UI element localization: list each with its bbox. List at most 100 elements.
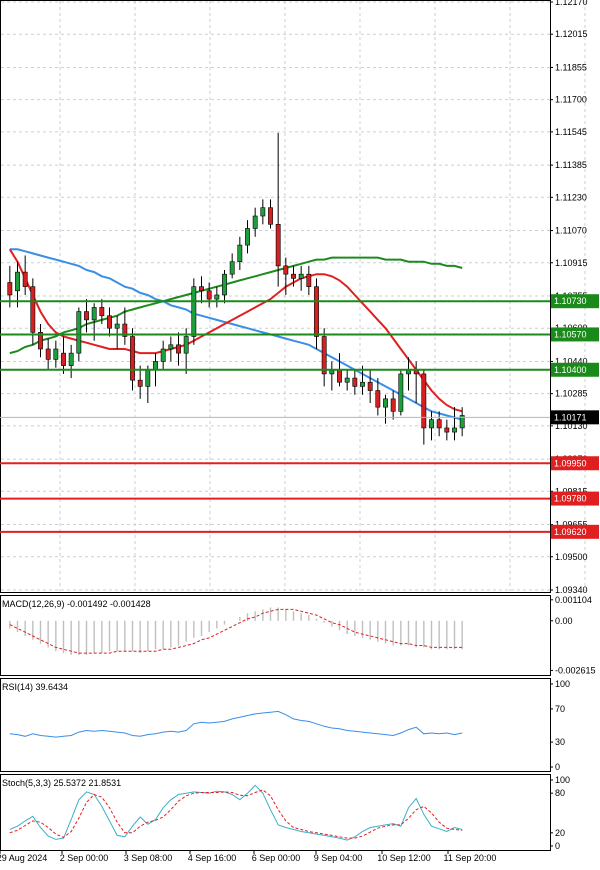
candle-body: [344, 377, 350, 383]
candle-body: [314, 286, 319, 337]
y-tick-label: 1.12015: [555, 29, 588, 39]
stoch-k-line: [9, 784, 463, 841]
candle-body: [268, 207, 273, 225]
x-tick-label: 6 Sep 00:00: [252, 853, 301, 863]
rsi-pane[interactable]: RSI(14) 39.6434 100 70 30 0: [0, 678, 571, 773]
price-pane[interactable]: 1.12170 1.12015 1.11855 1.11700 1.11545 1.113…: [0, 0, 599, 595]
candle-body: [352, 377, 358, 387]
candle-body: [367, 381, 373, 391]
level-tag-label: 1.10400: [554, 365, 587, 375]
stoch-pane-frame: [0, 774, 551, 851]
y-tick-label: 1.09815: [555, 486, 588, 496]
x-tick-label: 11 Sep 20:00: [444, 853, 497, 863]
candle-body: [321, 336, 327, 375]
candle-body: [229, 261, 235, 275]
y-tick-label: 1.10130: [555, 421, 588, 431]
candle-body: [214, 294, 220, 300]
current-price-tag-bg: [551, 410, 599, 425]
level-tag-label: 1.10730: [554, 296, 587, 306]
y-tick-label: 1.09655: [555, 520, 588, 530]
candle-body: [61, 352, 66, 366]
candle-body: [107, 315, 112, 329]
y-tick-label: 1.10440: [555, 356, 588, 366]
candle-body: [375, 390, 381, 408]
y-tick-label: 1.11385: [555, 160, 587, 170]
stoch-pane[interactable]: Stoch(5,3,3) 25.5372 21.8531 100 80 20 0: [0, 774, 571, 852]
macd-pane-frame: [0, 595, 551, 676]
candle-body: [222, 273, 227, 296]
macd-pane[interactable]: MACD(12,26,9) -0.001492 -0.001428 0.0011…: [0, 595, 596, 676]
y-tick-label: 100: [555, 775, 570, 785]
candle-body: [306, 273, 312, 287]
macd-signal-line: [9, 608, 463, 654]
level-tag-label: 1.09620: [554, 527, 587, 537]
candle-body: [53, 348, 59, 360]
candle-body: [206, 290, 212, 300]
y-tick-label: 1.11700: [555, 95, 587, 105]
y-tick-label: 30: [555, 737, 565, 747]
x-tick-label: 3 Sep 08:00: [124, 853, 173, 863]
y-tick-label: 100: [555, 679, 570, 689]
candle-body: [452, 427, 457, 433]
candle-body: [130, 336, 135, 381]
candle-body: [436, 419, 442, 429]
y-tick-label: 1.09500: [555, 552, 588, 562]
level-tag-label: 1.09950: [554, 458, 587, 468]
y-tick-label: 1.11855: [555, 62, 587, 72]
candle-body: [390, 398, 396, 412]
candle-body: [91, 307, 97, 321]
y-tick-label: 1.10915: [555, 258, 588, 268]
candle-body: [183, 336, 189, 354]
candle-body: [76, 311, 82, 354]
ma-green-line: [9, 256, 463, 355]
y-tick-label: 1.11545: [555, 127, 587, 137]
y-tick-label: 20: [555, 828, 565, 838]
x-tick-label: 29 Aug 2024: [0, 853, 47, 863]
stoch-d-line: [9, 789, 463, 839]
level-tag-bg: [551, 327, 599, 342]
x-tick-label: 2 Sep 00:00: [60, 853, 109, 863]
candle-body: [68, 352, 74, 366]
level-tag-label: 1.09780: [554, 494, 587, 504]
candle-body: [459, 415, 465, 429]
candle-body: [38, 332, 43, 350]
level-tag-bg: [551, 524, 599, 539]
candle-body: [45, 348, 51, 360]
level-tag-bg: [551, 456, 599, 471]
time-axis: 29 Aug 2024 2 Sep 00:00 3 Sep 08:00 4 Sep 1…: [0, 850, 496, 863]
y-tick-label: 1.11230: [555, 192, 587, 202]
stoch-label: Stoch(5,3,3) 25.5372 21.8531: [2, 778, 121, 788]
candle-body: [429, 419, 434, 429]
candle-body: [191, 286, 197, 337]
candle-body: [160, 348, 166, 362]
candle-body: [137, 379, 143, 387]
candle-body: [252, 215, 258, 229]
rsi-pane-frame: [0, 678, 551, 772]
level-tag-bg: [551, 362, 599, 377]
y-tick-label: 80: [555, 788, 565, 798]
y-tick-label: 1.09340: [555, 585, 588, 595]
candle-body: [360, 381, 365, 387]
candle-body: [291, 273, 296, 279]
candle-body: [260, 207, 266, 217]
x-tick-label: 4 Sep 16:00: [188, 853, 237, 863]
candle-body: [153, 361, 158, 371]
level-tag-bg: [551, 491, 599, 506]
candle-body: [30, 286, 36, 333]
y-tick-label: 70: [555, 704, 565, 714]
candle-body: [7, 282, 13, 296]
y-tick-label: 0.00: [555, 616, 573, 626]
candle-body: [275, 224, 281, 267]
candle-body: [15, 271, 20, 292]
candle-body: [22, 271, 28, 287]
ma-red-line: [8, 248, 463, 413]
rsi-label: RSI(14) 39.6434: [2, 682, 68, 692]
candle-body: [337, 369, 342, 383]
y-tick-label: 1.11070: [555, 226, 587, 236]
candle-body: [398, 373, 404, 412]
candle-body: [122, 323, 128, 337]
y-tick-label: 1.10285: [555, 389, 588, 399]
y-tick-label: -0.002615: [555, 665, 596, 675]
candle-body: [176, 344, 181, 354]
